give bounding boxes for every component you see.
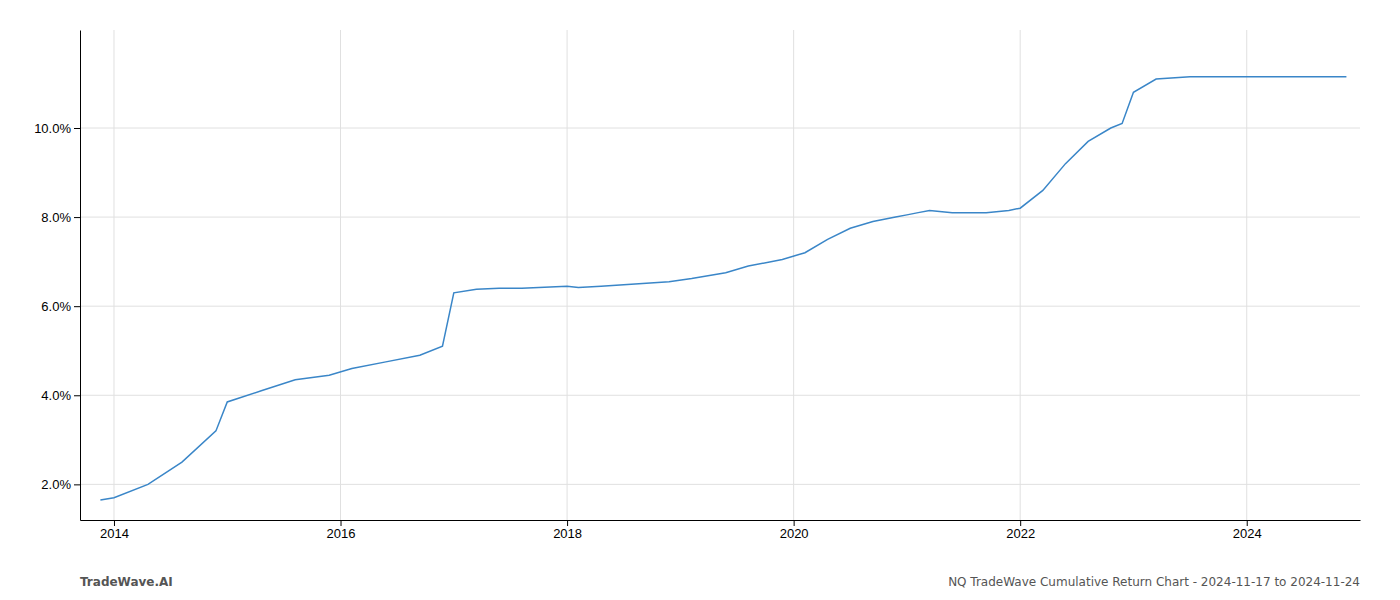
tick: 2022 [1006, 520, 1035, 541]
tick-mark [794, 520, 795, 526]
grid-line [80, 306, 1360, 307]
grid-line [1020, 30, 1021, 520]
x-axis: 2014 2016 2018 2020 2022 2024 [81, 520, 1361, 541]
marks [100, 77, 1346, 500]
tick-label: 2016 [327, 526, 356, 541]
tick-mark [74, 395, 80, 396]
grid-line [80, 484, 1360, 485]
grid-line [80, 128, 1360, 129]
tick-label: 2024 [1233, 526, 1262, 541]
tick: 2014 [100, 520, 129, 541]
grid [80, 30, 1360, 520]
tick: 2.0% [41, 477, 80, 492]
grid-line [80, 395, 1360, 396]
line [100, 77, 1346, 500]
axis-line [81, 520, 1361, 521]
grid-line [340, 30, 341, 520]
tick: 2016 [327, 520, 356, 541]
tick: 2024 [1233, 520, 1262, 541]
tick: 6.0% [41, 299, 80, 314]
tick-label: 10.0% [34, 121, 71, 136]
tick-label: 2018 [553, 526, 582, 541]
tick-label: 2020 [780, 526, 809, 541]
y-axis: 2.0% 4.0% 6.0% 8.0% 10.0% [34, 31, 80, 521]
tick-mark [74, 217, 80, 218]
tick: 4.0% [41, 388, 80, 403]
tick: 8.0% [41, 210, 80, 225]
tick-mark [114, 520, 115, 526]
tick-mark [341, 520, 342, 526]
tick-mark [74, 128, 80, 129]
grid-line [567, 30, 568, 520]
grid-line [1246, 30, 1247, 520]
tick: 2018 [553, 520, 582, 541]
tick-label: 6.0% [41, 299, 71, 314]
tick-label: 8.0% [41, 210, 71, 225]
tick-mark [74, 306, 80, 307]
tick-label: 4.0% [41, 388, 71, 403]
tick: 2020 [780, 520, 809, 541]
tick-label: 2022 [1006, 526, 1035, 541]
tick-mark [74, 484, 80, 485]
tick-label: 2014 [100, 526, 129, 541]
axis-line [80, 31, 81, 521]
grid-line [113, 30, 114, 520]
grid-line [80, 217, 1360, 218]
tick-mark [1247, 520, 1248, 526]
footer-right: NQ TradeWave Cumulative Return Chart - 2… [948, 575, 1360, 589]
footer-left: TradeWave.AI [80, 575, 173, 589]
tick-mark [567, 520, 568, 526]
chart: 2014 2016 2018 2020 2022 2024 2.0% 4.0% 6.0% 8.0%… [0, 0, 1400, 600]
grid-line [793, 30, 794, 520]
plot: 2014 2016 2018 2020 2022 2024 2.0% 4.0% 6.0% 8.0%… [34, 30, 1360, 541]
tick-label: 2.0% [41, 477, 71, 492]
tick-mark [1020, 520, 1021, 526]
tick: 10.0% [34, 121, 80, 136]
